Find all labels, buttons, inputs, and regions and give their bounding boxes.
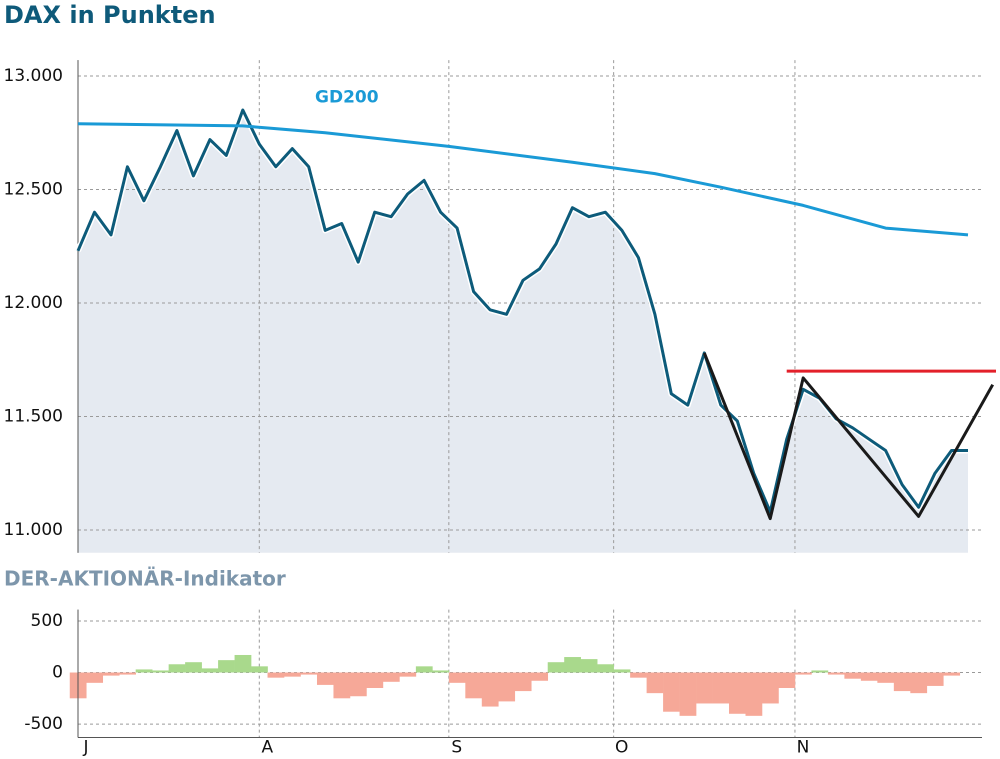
indicator-bar [234, 654, 252, 673]
indicator-bar [168, 664, 186, 673]
indicator-bar [415, 666, 433, 673]
indicator-bar [663, 672, 680, 712]
x-tick-label: O [615, 738, 628, 758]
indicator-bar [300, 672, 318, 675]
indicator-bar [580, 659, 598, 673]
x-tick-label: S [451, 738, 462, 758]
x-tick-label: N [797, 738, 810, 758]
indicator-bar [432, 670, 450, 673]
indicator-bar [119, 672, 136, 675]
indicator-bar [910, 672, 928, 694]
y-tick-label: 12.000 [4, 293, 63, 313]
y-tick-label: -500 [24, 714, 63, 734]
indicator-bar [498, 672, 516, 702]
indicator-bar [481, 672, 499, 707]
indicator-bar [448, 672, 466, 683]
x-tick-label: J [82, 738, 88, 758]
indicator-bar [613, 669, 631, 673]
indicator-bar [531, 672, 549, 681]
line [77, 122, 969, 237]
indicator-title: DER-AKTIONÄR-Indikator [4, 567, 286, 591]
indicator-bar [877, 672, 895, 683]
indicator-bar [811, 670, 829, 673]
indicator-bar [679, 672, 697, 716]
annotation-line [702, 352, 995, 521]
indicator-bar [135, 669, 153, 673]
indicator-bar [465, 672, 483, 699]
indicator-bar [926, 672, 944, 686]
indicator-bar [794, 672, 812, 675]
y-tick-label: 11.000 [4, 520, 63, 540]
indicator-bar [267, 672, 285, 678]
chart-title: DAX in Punkten [4, 1, 216, 29]
indicator-bar [349, 672, 367, 697]
indicator-bar [366, 672, 384, 688]
indicator-bar [696, 672, 713, 704]
indicator-bar [893, 672, 911, 692]
y-tick-label: 500 [31, 611, 63, 631]
indicator-bar [185, 662, 202, 673]
indicator-bar [630, 672, 647, 678]
series-label: GD200 [315, 88, 379, 108]
indicator-bar [597, 664, 614, 673]
indicator-bar [382, 672, 400, 682]
indicator-bar [943, 672, 961, 676]
indicator-bar [333, 672, 351, 699]
indicator-bar [102, 672, 120, 676]
indicator-bar [514, 672, 532, 692]
indicator-bar [844, 672, 862, 679]
indicator-bar [761, 672, 779, 704]
y-tick-label: 12.500 [4, 179, 63, 199]
indicator-bar [152, 670, 169, 673]
indicator-bar [646, 672, 664, 694]
indicator-bar [399, 672, 417, 677]
indicator-bar [218, 660, 235, 673]
indicator-bar [827, 672, 845, 675]
area [78, 110, 968, 553]
y-tick-label: 0 [52, 663, 63, 683]
indicator-bar [201, 668, 219, 673]
indicator-bar [284, 672, 301, 677]
indicator-bar [547, 662, 565, 673]
indicator-bar [778, 672, 796, 688]
indicator-bar [860, 672, 878, 681]
indicator-bar [251, 666, 268, 673]
indicator-bar [316, 672, 334, 685]
indicator-bar [564, 657, 581, 673]
indicator-bar [86, 672, 104, 683]
indicator-bar [712, 672, 730, 704]
y-tick-label: 13.000 [4, 66, 63, 86]
x-tick-label: A [261, 738, 273, 758]
y-tick-label: 11.500 [4, 406, 63, 426]
indicator-bar [729, 672, 746, 714]
indicator-bar [745, 672, 763, 716]
